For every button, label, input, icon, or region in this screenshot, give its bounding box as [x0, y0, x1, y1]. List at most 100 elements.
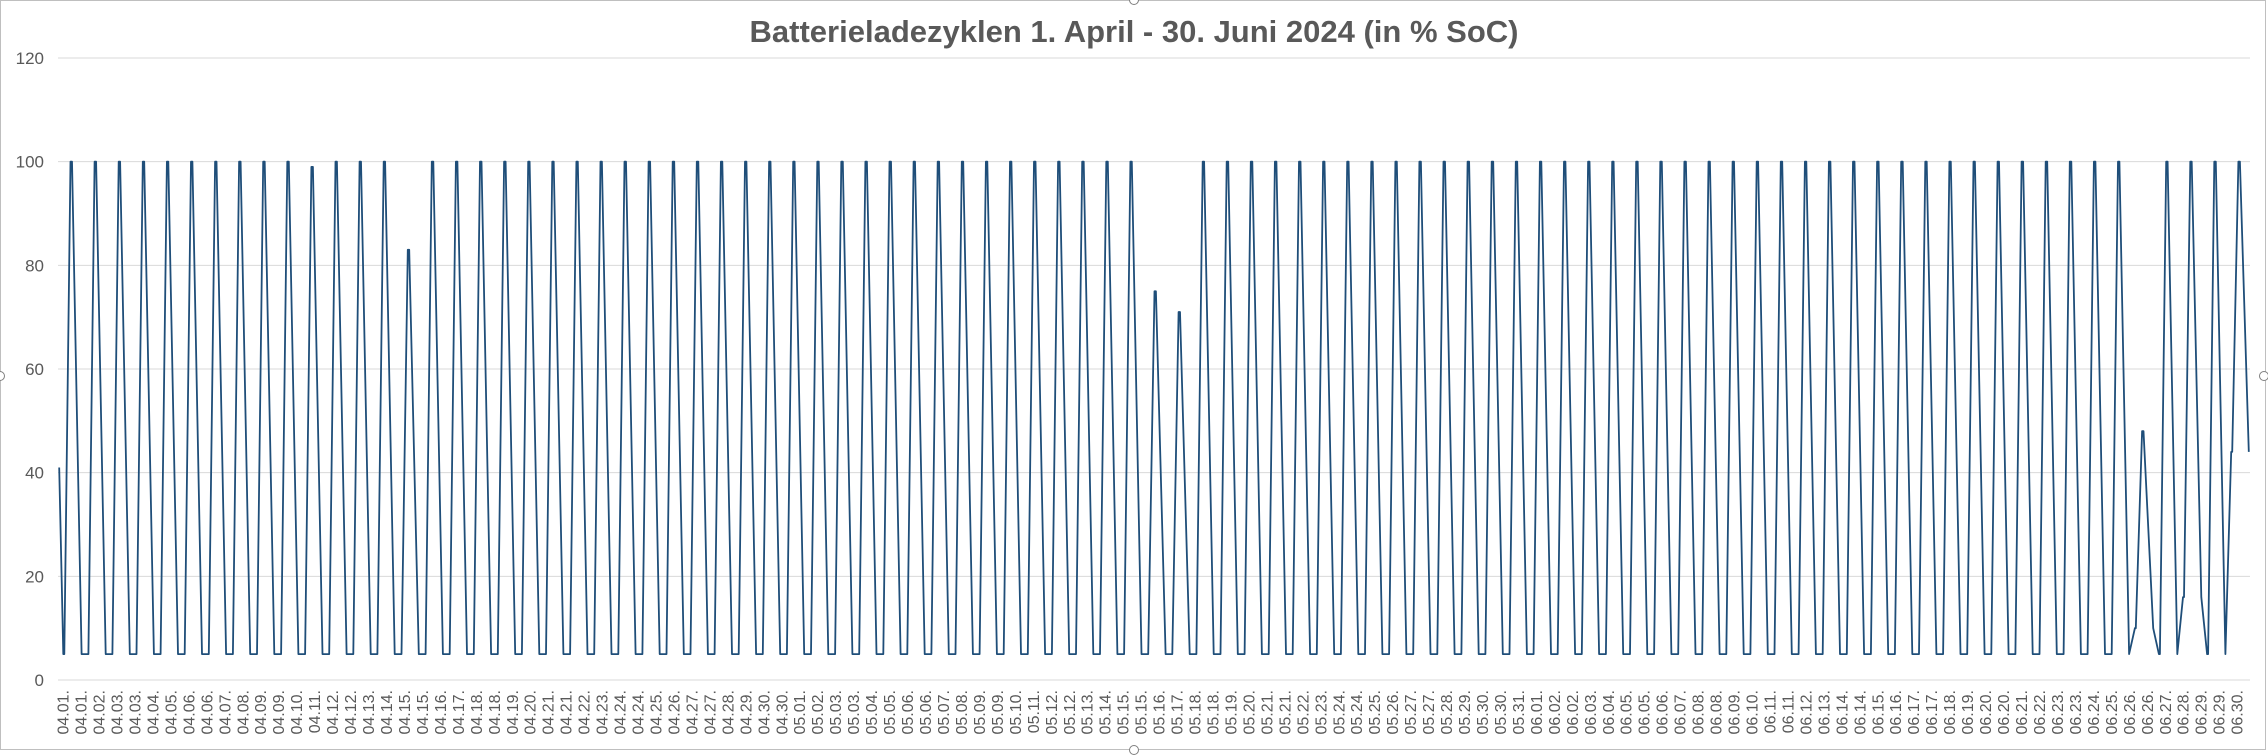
x-tick-label: 04.18. — [487, 690, 504, 734]
x-tick-label: 04.03. — [127, 690, 144, 734]
x-tick-label: 04.09. — [271, 690, 288, 734]
x-tick-label: 06.02. — [1565, 690, 1582, 734]
x-tick-label: 05.21. — [1277, 690, 1294, 734]
x-tick-label: 06.02. — [1547, 690, 1564, 734]
x-tick-label: 06.08. — [1709, 690, 1726, 734]
x-tick-label: 04.28. — [720, 690, 737, 734]
y-tick-label: 120 — [16, 49, 44, 68]
x-tick-label: 05.03. — [846, 690, 863, 734]
x-tick-label: 05.18. — [1188, 690, 1205, 734]
x-tick-label: 06.19. — [1960, 690, 1977, 734]
x-tick-label: 05.09. — [990, 690, 1007, 734]
x-tick-label: 05.15. — [1116, 690, 1133, 734]
x-tick-label: 05.11. — [1026, 690, 1043, 733]
x-tick-label: 06.05. — [1637, 690, 1654, 734]
x-tick-label: 06.16. — [1888, 690, 1905, 734]
x-tick-label: 06.29. — [2194, 690, 2211, 734]
x-tick-label: 06.22. — [2032, 690, 2049, 734]
x-tick-label: 06.09. — [1727, 690, 1744, 734]
x-tick-label: 04.10. — [289, 690, 306, 734]
x-tick-label: 04.17. — [451, 690, 468, 734]
x-tick-label: 05.06. — [900, 690, 917, 734]
x-tick-label: 04.20. — [523, 690, 540, 734]
x-tick-label: 05.10. — [1008, 690, 1025, 734]
x-tick-label: 05.19. — [1223, 690, 1240, 734]
x-tick-label: 06.15. — [1870, 690, 1887, 734]
x-tick-label: 05.23. — [1313, 690, 1330, 734]
x-tick-label: 06.06. — [1655, 690, 1672, 734]
x-tick-label: 06.03. — [1583, 690, 1600, 734]
x-tick-label: 06.04. — [1601, 690, 1618, 734]
x-tick-label: 05.03. — [828, 690, 845, 734]
x-tick-label: 06.26. — [2140, 690, 2157, 734]
x-tick-label: 04.26. — [666, 690, 683, 734]
x-tick-label: 06.25. — [2104, 690, 2121, 734]
x-tick-label: 04.27. — [702, 690, 719, 734]
x-tick-label: 04.21. — [559, 690, 576, 734]
x-tick-label: 06.14. — [1852, 690, 1869, 734]
x-tick-label: 04.11. — [307, 690, 324, 733]
x-tick-label: 04.18. — [469, 690, 486, 734]
x-tick-label: 05.27. — [1403, 690, 1420, 734]
x-tick-label: 06.26. — [2122, 690, 2139, 734]
x-tick-label: 05.12. — [1044, 690, 1061, 734]
x-tick-label: 04.04. — [145, 690, 162, 734]
x-tick-label: 05.30. — [1493, 690, 1510, 734]
x-tick-label: 04.19. — [505, 690, 522, 734]
x-tick-label: 06.21. — [2014, 690, 2031, 734]
y-tick-label: 80 — [25, 256, 44, 275]
x-tick-label: 06.24. — [2086, 690, 2103, 734]
x-tick-label: 05.22. — [1295, 690, 1312, 734]
x-tick-label: 04.24. — [613, 690, 630, 734]
x-tick-label: 05.09. — [972, 690, 989, 734]
x-tick-label: 05.06. — [918, 690, 935, 734]
x-tick-label: 05.07. — [936, 690, 953, 734]
x-tick-label: 06.27. — [2158, 690, 2175, 734]
x-tick-label: 04.07. — [217, 690, 234, 734]
x-tick-label: 04.01. — [74, 690, 91, 734]
x-tick-label: 06.12. — [1798, 690, 1815, 734]
x-tick-label: 06.20. — [1978, 690, 1995, 734]
y-tick-label: 0 — [35, 671, 44, 690]
x-tick-label: 04.01. — [56, 690, 73, 734]
x-tick-label: 04.21. — [541, 690, 558, 734]
x-tick-label: 05.18. — [1205, 690, 1222, 734]
x-tick-label: 05.05. — [882, 690, 899, 734]
x-tick-label: 04.08. — [235, 690, 252, 734]
x-tick-label: 06.11. — [1762, 690, 1779, 733]
x-tick-label: 06.30. — [2230, 690, 2247, 734]
x-tick-label: 04.29. — [738, 690, 755, 734]
y-tick-label: 100 — [16, 153, 44, 172]
x-tick-label: 05.15. — [1134, 690, 1151, 734]
x-tick-label: 05.12. — [1062, 690, 1079, 734]
x-tick-label: 05.13. — [1080, 690, 1097, 734]
x-tick-label: 04.25. — [649, 690, 666, 734]
series-line — [58, 160, 2250, 655]
x-tick-label: 04.13. — [361, 690, 378, 734]
x-tick-label: 05.01. — [792, 690, 809, 734]
y-tick-label: 40 — [25, 464, 44, 483]
x-tick-label: 04.30. — [774, 690, 791, 734]
x-tick-label: 06.23. — [2068, 690, 2085, 734]
x-tick-label: 04.12. — [325, 690, 342, 734]
chart-title: Batterieladezyklen 1. April - 30. Juni 2… — [749, 14, 1519, 49]
x-tick-label: 05.30. — [1475, 690, 1492, 734]
resize-handle-right[interactable] — [2259, 371, 2268, 381]
x-axis-ticks: 04.01. 04.01. 04.02. 04.03. 04.03. 04.04. 04.0… — [56, 690, 2247, 734]
x-tick-label: 06.01. — [1529, 690, 1546, 734]
x-tick-label: 05.27. — [1421, 690, 1438, 734]
x-tick-label: 06.05. — [1619, 690, 1636, 734]
x-tick-label: 05.17. — [1170, 690, 1187, 734]
x-tick-label: 04.30. — [756, 690, 773, 734]
series-soc — [58, 160, 2250, 655]
x-tick-label: 04.27. — [684, 690, 701, 734]
x-tick-label: 06.28. — [2176, 690, 2193, 734]
x-tick-label: 05.26. — [1385, 690, 1402, 734]
x-tick-label: 05.08. — [954, 690, 971, 734]
x-tick-label: 06.23. — [2050, 690, 2067, 734]
x-tick-label: 04.09. — [253, 690, 270, 734]
x-tick-label: 04.22. — [577, 690, 594, 734]
x-tick-label: 05.29. — [1457, 690, 1474, 734]
x-tick-label: 04.15. — [415, 690, 432, 734]
